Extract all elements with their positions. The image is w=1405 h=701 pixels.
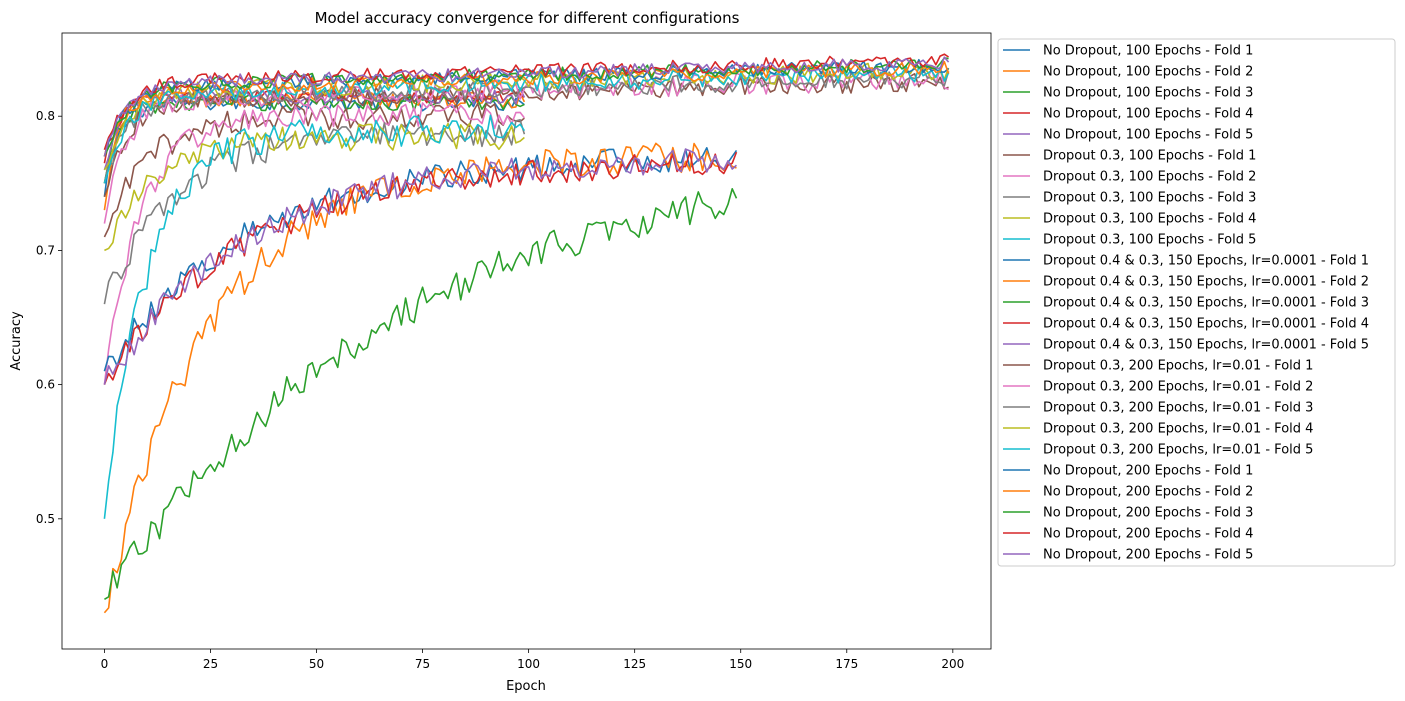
series-line-15 bbox=[103, 148, 738, 385]
y-axis-ticks: 0.5 0.6 0.7 0.8 bbox=[36, 109, 62, 526]
series-line-12 bbox=[103, 142, 737, 614]
x-tick-label: 200 bbox=[941, 657, 964, 671]
legend-label: Dropout 0.4 & 0.3, 150 Epochs, lr=0.0001… bbox=[1043, 254, 1369, 269]
legend-label: No Dropout, 200 Epochs - Fold 1 bbox=[1043, 464, 1253, 479]
legend-label: Dropout 0.3, 100 Epochs - Fold 5 bbox=[1043, 233, 1256, 248]
legend-box bbox=[997, 38, 1396, 567]
series-line-14 bbox=[103, 151, 738, 385]
y-tick-label: 0.5 bbox=[36, 512, 55, 526]
x-tick-label: 0 bbox=[101, 657, 109, 671]
x-tick-label: 125 bbox=[623, 657, 646, 671]
series-line-13 bbox=[104, 187, 738, 601]
series-line-7 bbox=[103, 102, 526, 385]
series-line-16 bbox=[103, 72, 949, 197]
legend-label: Dropout 0.3, 200 Epochs, lr=0.01 - Fold … bbox=[1043, 359, 1313, 374]
series-line-18 bbox=[103, 68, 950, 184]
series-lines bbox=[103, 53, 950, 614]
x-axis-ticks: 0 25 50 75 100 125 150 175 200 bbox=[101, 649, 964, 671]
legend-label: Dropout 0.3, 100 Epochs - Fold 3 bbox=[1043, 191, 1256, 206]
x-tick-label: 100 bbox=[517, 657, 540, 671]
series-line-17 bbox=[103, 67, 949, 224]
legend-label: No Dropout, 200 Epochs - Fold 2 bbox=[1043, 485, 1253, 500]
legend-label: No Dropout, 200 Epochs - Fold 5 bbox=[1043, 548, 1253, 563]
y-tick-label: 0.8 bbox=[36, 109, 55, 123]
x-tick-label: 150 bbox=[729, 657, 752, 671]
series-line-25 bbox=[103, 56, 950, 157]
plot-frame bbox=[61, 32, 992, 650]
legend-label: No Dropout, 200 Epochs - Fold 4 bbox=[1043, 527, 1253, 542]
series-line-2 bbox=[103, 91, 526, 211]
legend-label: Dropout 0.4 & 0.3, 150 Epochs, lr=0.0001… bbox=[1043, 338, 1369, 353]
legend-label: Dropout 0.3, 100 Epochs - Fold 2 bbox=[1043, 170, 1256, 185]
legend-label: No Dropout, 200 Epochs - Fold 3 bbox=[1043, 506, 1253, 521]
legend-label: Dropout 0.3, 200 Epochs, lr=0.01 - Fold … bbox=[1043, 380, 1313, 395]
legend: No Dropout, 100 Epochs - Fold 1 No Dropou… bbox=[997, 38, 1396, 567]
x-axis-label: Epoch bbox=[506, 679, 546, 694]
series-line-9 bbox=[104, 122, 525, 252]
legend-label: No Dropout, 100 Epochs - Fold 5 bbox=[1043, 128, 1253, 143]
x-tick-label: 175 bbox=[835, 657, 858, 671]
legend-label: No Dropout, 100 Epochs - Fold 1 bbox=[1043, 44, 1253, 59]
y-tick-label: 0.6 bbox=[36, 378, 55, 392]
series-line-24 bbox=[103, 53, 950, 151]
chart-title: Model accuracy convergence for different… bbox=[315, 9, 740, 27]
legend-entries: No Dropout, 100 Epochs - Fold 1 No Dropou… bbox=[1003, 44, 1369, 563]
series-line-10 bbox=[103, 114, 526, 519]
legend-label: Dropout 0.3, 200 Epochs, lr=0.01 - Fold … bbox=[1043, 422, 1313, 437]
legend-label: No Dropout, 100 Epochs - Fold 4 bbox=[1043, 107, 1253, 122]
y-tick-label: 0.7 bbox=[36, 243, 55, 257]
series-line-20 bbox=[103, 64, 950, 184]
legend-label: Dropout 0.4 & 0.3, 150 Epochs, lr=0.0001… bbox=[1043, 296, 1369, 311]
legend-label: Dropout 0.3, 100 Epochs - Fold 4 bbox=[1043, 212, 1256, 227]
legend-label: Dropout 0.4 & 0.3, 150 Epochs, lr=0.0001… bbox=[1043, 275, 1369, 290]
legend-label: No Dropout, 100 Epochs - Fold 3 bbox=[1043, 86, 1253, 101]
legend-label: Dropout 0.3, 100 Epochs - Fold 1 bbox=[1043, 149, 1256, 164]
x-tick-label: 25 bbox=[203, 657, 218, 671]
x-tick-label: 50 bbox=[309, 657, 324, 671]
legend-label: Dropout 0.3, 200 Epochs, lr=0.01 - Fold … bbox=[1043, 443, 1313, 458]
series-line-22 bbox=[103, 60, 950, 157]
y-axis-label: Accuracy bbox=[9, 311, 24, 371]
legend-label: No Dropout, 100 Epochs - Fold 2 bbox=[1043, 65, 1253, 80]
x-tick-label: 75 bbox=[415, 657, 430, 671]
legend-label: Dropout 0.3, 200 Epochs, lr=0.01 - Fold … bbox=[1043, 401, 1313, 416]
legend-label: Dropout 0.4 & 0.3, 150 Epochs, lr=0.0001… bbox=[1043, 317, 1369, 332]
